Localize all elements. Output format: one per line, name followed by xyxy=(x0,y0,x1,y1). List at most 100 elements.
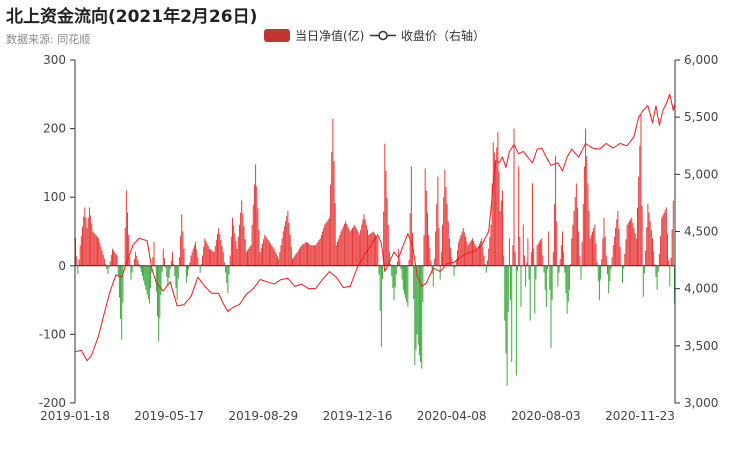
flow-bar xyxy=(598,265,600,301)
flow-bar xyxy=(161,265,163,272)
flow-bar xyxy=(616,219,618,266)
flow-bar xyxy=(160,265,162,295)
flow-bar xyxy=(287,210,289,266)
flow-bar xyxy=(672,200,674,266)
flow-bar xyxy=(125,190,127,266)
flow-bar xyxy=(108,265,110,268)
flow-bar xyxy=(630,219,632,266)
flow-bar xyxy=(120,265,122,319)
flow-bar xyxy=(282,231,284,266)
flow-bar xyxy=(182,231,184,266)
flow-bar xyxy=(294,255,296,266)
flow-bar xyxy=(349,231,351,266)
flow-bar xyxy=(242,213,244,266)
flow-bar xyxy=(607,265,608,275)
flow-bar xyxy=(671,229,673,266)
flow-bar xyxy=(541,238,543,266)
flow-bar xyxy=(556,221,558,266)
flow-bar xyxy=(523,255,525,266)
flow-bar xyxy=(338,238,340,266)
flow-bar xyxy=(474,243,476,266)
flow-bar xyxy=(245,252,247,266)
flow-bar xyxy=(635,238,637,266)
flow-bar xyxy=(493,152,495,266)
flow-bar xyxy=(462,228,464,266)
flow-bar xyxy=(368,234,370,266)
flow-bar xyxy=(416,265,418,335)
flow-bar xyxy=(365,224,367,266)
flow-bar xyxy=(460,234,462,266)
flow-bar xyxy=(275,253,277,266)
flow-bar xyxy=(215,240,217,266)
flow-bar xyxy=(295,253,297,266)
x-tick-label: 2020-08-03 xyxy=(511,409,581,423)
flow-bar xyxy=(266,238,268,266)
flow-bar xyxy=(570,264,572,266)
flow-bar xyxy=(499,210,501,266)
flow-bar xyxy=(118,265,120,298)
flow-bar xyxy=(217,234,218,266)
flow-bar xyxy=(265,236,267,266)
flow-bar xyxy=(259,252,261,266)
legend-line-label[interactable]: 收盘价（右轴） xyxy=(401,28,485,43)
flow-bar xyxy=(532,183,533,266)
flow-bars xyxy=(75,114,675,386)
flow-bar xyxy=(370,233,372,266)
flow-bar xyxy=(647,204,649,266)
flow-bar xyxy=(670,257,672,266)
flow-bar xyxy=(522,224,524,266)
flow-bar xyxy=(467,245,469,266)
flow-bar xyxy=(382,265,383,280)
flow-bar xyxy=(406,265,408,303)
legend-bar-swatch[interactable] xyxy=(264,29,290,42)
flow-bar xyxy=(385,170,387,266)
flow-bar xyxy=(183,248,185,266)
flow-bar xyxy=(645,250,647,266)
flow-bar xyxy=(361,224,363,266)
flow-bar xyxy=(77,265,79,275)
flow-bar xyxy=(358,234,360,266)
flow-bar xyxy=(79,245,81,266)
flow-bar xyxy=(264,234,266,266)
flow-bar xyxy=(211,250,213,266)
flow-bar xyxy=(297,250,299,266)
flow-bar xyxy=(660,235,662,266)
flow-bar xyxy=(100,246,102,266)
flow-bar xyxy=(615,228,617,266)
flow-bar xyxy=(172,252,173,266)
flow-bar xyxy=(253,184,255,266)
right-tick-label: 4,500 xyxy=(684,225,718,239)
flow-bar xyxy=(643,265,645,274)
flow-bar xyxy=(99,242,101,266)
flow-bar xyxy=(292,258,293,266)
flow-bar xyxy=(517,265,518,271)
flow-bar xyxy=(373,233,375,266)
x-tick-label: 2019-05-17 xyxy=(134,409,204,423)
flow-bar xyxy=(613,236,615,266)
left-tick-label: 100 xyxy=(43,190,66,204)
flow-bar xyxy=(177,265,179,279)
legend-bar-label[interactable]: 当日净值(亿) xyxy=(295,28,364,43)
flow-bar xyxy=(302,244,304,266)
flow-bar xyxy=(196,249,198,266)
x-tick-label: 2019-08-29 xyxy=(228,409,298,423)
flow-bar xyxy=(226,265,228,283)
flow-bar xyxy=(465,236,467,266)
flow-bar xyxy=(400,265,402,270)
flow-bar xyxy=(640,114,642,266)
flow-bar xyxy=(312,245,314,266)
flow-bar xyxy=(145,265,147,290)
flow-bar xyxy=(248,248,250,266)
flow-bar xyxy=(548,231,550,266)
flow-bar xyxy=(386,197,388,266)
legend[interactable]: 当日净值(亿) 收盘价（右轴） xyxy=(264,28,485,43)
flow-bar xyxy=(552,252,554,266)
flow-bar xyxy=(363,214,365,266)
flow-bar xyxy=(504,265,506,321)
flow-bar xyxy=(568,265,570,290)
flow-bar xyxy=(180,235,182,266)
flow-bar xyxy=(222,252,224,266)
legend-line-marker[interactable] xyxy=(378,30,388,41)
flow-bar xyxy=(639,145,641,266)
flow-bar xyxy=(418,265,420,355)
